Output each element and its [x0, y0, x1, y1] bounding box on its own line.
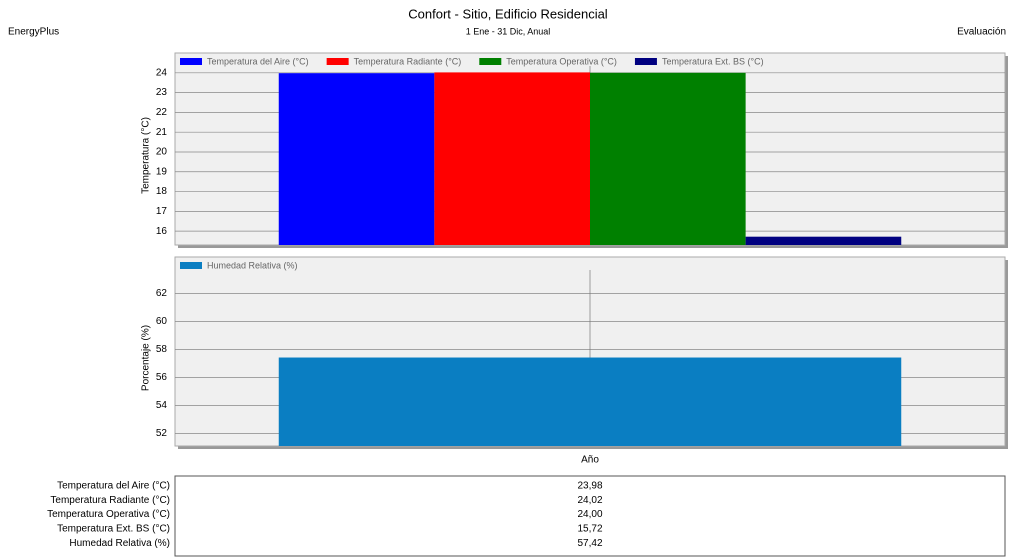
app-name: EnergyPlus [8, 27, 59, 38]
legend-swatch [326, 58, 349, 65]
table-row-value: 24,02 [577, 495, 602, 506]
y-tick-label: 21 [156, 127, 168, 138]
table-box [174, 475, 1006, 557]
legend-swatch [180, 262, 202, 269]
y-tick-label: 58 [156, 344, 168, 355]
report-kind: Evaluación [957, 27, 1006, 38]
y-tick-label: 60 [156, 316, 168, 327]
y-tick-label: 20 [156, 147, 168, 158]
legend-label: Temperatura Ext. BS (°C) [662, 56, 764, 66]
y-tick-label: 17 [156, 206, 168, 217]
legend-label: Humedad Relativa (%) [207, 260, 298, 270]
chart-subtitle: 1 Ene - 31 Dic, Anual [466, 26, 551, 36]
table-row-value: 57,42 [577, 538, 602, 549]
y-tick-label: 56 [156, 372, 168, 383]
y-tick-label: 18 [156, 186, 168, 197]
legend-swatch [180, 58, 202, 65]
legend-label: Temperatura del Aire (°C) [207, 56, 309, 66]
table-row-label: Temperatura Radiante (°C) [50, 495, 170, 506]
y-tick-label: 24 [156, 67, 168, 78]
y-axis-label: Temperatura (°C) [141, 117, 152, 194]
y-tick-label: 16 [156, 226, 168, 237]
legend-label: Temperatura Operativa (°C) [506, 56, 617, 66]
chart-title: Confort - Sitio, Edificio Residencial [408, 6, 608, 21]
table-row-value: 24,00 [577, 509, 602, 520]
y-tick-label: 22 [156, 107, 168, 118]
bar [434, 72, 590, 245]
table-row-value: 15,72 [577, 524, 602, 535]
x-tick-label: Año [581, 455, 599, 466]
y-tick-label: 62 [156, 288, 168, 299]
legend-swatch [479, 58, 502, 65]
y-tick-label: 23 [156, 87, 168, 98]
bar [590, 72, 746, 245]
table-row-label: Temperatura Operativa (°C) [47, 509, 170, 520]
y-tick-label: 19 [156, 166, 168, 177]
legend-swatch [634, 58, 657, 65]
bar [745, 236, 902, 245]
bar [278, 73, 435, 245]
y-axis-label: Porcentaje (%) [141, 325, 152, 391]
table-row-label: Humedad Relativa (%) [69, 538, 170, 549]
y-tick-label: 54 [156, 400, 168, 411]
table-row-label: Temperatura del Aire (°C) [57, 481, 170, 492]
table-row-label: Temperatura Ext. BS (°C) [57, 524, 170, 535]
y-tick-label: 52 [156, 428, 168, 439]
legend-label: Temperatura Radiante (°C) [354, 56, 462, 66]
bar [278, 357, 902, 446]
table-row-value: 23,98 [577, 481, 602, 492]
